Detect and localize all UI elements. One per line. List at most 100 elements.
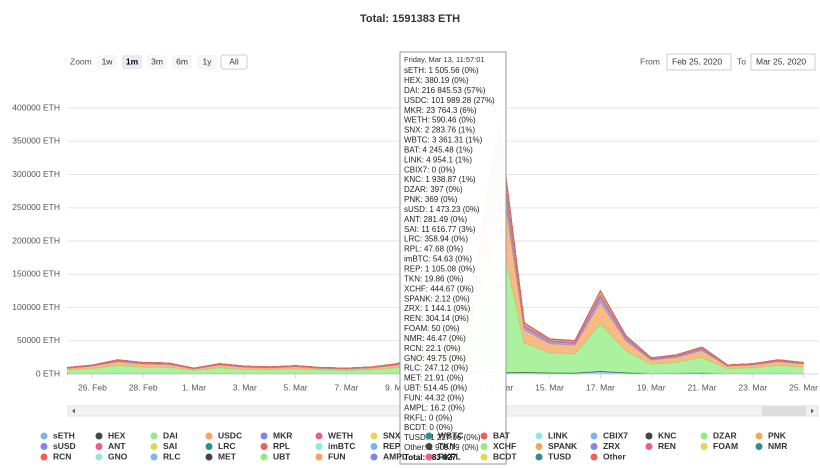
legend-label[interactable]: RKFL [438,451,461,461]
scroll-right[interactable] [811,408,814,414]
legend-label[interactable]: RLC [163,451,180,461]
legend-marker[interactable] [150,432,158,440]
legend-marker[interactable] [260,443,268,450]
legend-marker[interactable] [370,453,378,461]
legend-marker[interactable] [150,453,158,461]
legend-label[interactable]: FUN [328,451,345,461]
zoom-button-label[interactable]: 3m [151,56,163,66]
legend-marker[interactable] [260,453,268,461]
legend-marker[interactable] [425,443,433,450]
legend-label[interactable]: ANT [108,441,126,451]
legend-marker[interactable] [260,432,268,440]
legend-label[interactable]: sUSD [53,441,76,451]
to-value[interactable]: Mar 25, 2020 [756,56,806,66]
zoom-button[interactable] [147,55,167,69]
legend-label[interactable]: LRC [218,441,235,451]
zoom-button-label[interactable]: All [229,56,239,66]
legend-label[interactable]: WBTC [438,430,464,440]
legend-label[interactable]: BCDT [493,451,517,461]
legend-marker[interactable] [315,443,323,450]
legend-label[interactable]: MET [218,451,237,461]
zoom-button-label[interactable]: 1y [203,56,213,66]
legend-marker[interactable] [645,443,653,450]
legend-marker[interactable] [40,453,48,461]
zoom-button[interactable] [122,55,142,69]
zoom-button[interactable] [97,55,117,69]
legend-label[interactable]: TKN [438,441,455,451]
legend-marker[interactable] [370,443,378,450]
legend-marker[interactable] [700,443,708,450]
y-tick-label: 50000 ETH [17,335,60,345]
zoom-button-label[interactable]: 6m [176,56,188,66]
legend-marker[interactable] [95,432,103,440]
legend-marker[interactable] [645,432,653,440]
from-value[interactable]: Feb 25, 2020 [672,56,722,66]
legend-label[interactable]: CBIX7 [603,430,628,440]
tooltip-line: FUN: 44.32 (0%) [404,393,464,402]
legend-marker[interactable] [315,432,323,440]
legend-label[interactable]: NMR [768,441,787,451]
legend-label[interactable]: GNO [108,451,128,461]
legend-label[interactable]: BAT [493,430,511,440]
legend-marker[interactable] [755,443,763,450]
legend-label[interactable]: DZAR [713,430,737,440]
legend-marker[interactable] [700,432,708,440]
legend-label[interactable]: WETH [328,430,353,440]
scroll-left[interactable] [72,408,75,414]
legend-label[interactable]: ZRX [603,441,620,451]
legend-label[interactable]: AMPL [383,451,407,461]
legend-marker[interactable] [590,443,598,450]
legend-label[interactable]: TUSD [548,451,571,461]
from-input[interactable] [666,53,732,71]
legend-marker[interactable] [535,453,543,461]
legend-marker[interactable] [205,443,213,450]
legend-label[interactable]: UBT [273,451,291,461]
legend-marker[interactable] [40,432,48,440]
legend-marker[interactable] [315,453,323,461]
legend-label[interactable]: DAI [163,430,178,440]
legend-label[interactable]: KNC [658,430,676,440]
legend-label[interactable]: FOAM [713,441,738,451]
legend-label[interactable]: LINK [548,430,569,440]
legend-label[interactable]: Other [603,451,626,461]
scrollbar-thumb[interactable] [762,406,806,416]
legend-marker[interactable] [95,443,103,450]
legend-marker[interactable] [480,453,488,461]
legend-marker[interactable] [755,432,763,440]
legend-marker[interactable] [150,443,158,450]
legend-marker[interactable] [370,432,378,440]
legend-label[interactable]: sETH [53,430,75,440]
zoom-button[interactable] [197,55,217,69]
legend-marker[interactable] [535,432,543,440]
legend-label[interactable]: SPANK [548,441,578,451]
legend-label[interactable]: REP [383,441,401,451]
legend-label[interactable]: PNK [768,430,787,440]
legend-marker[interactable] [95,453,103,461]
legend-marker[interactable] [480,432,488,440]
legend-marker[interactable] [480,443,488,450]
legend-label[interactable]: imBTC [328,441,355,451]
zoom-button-label[interactable]: 1m [126,56,139,66]
legend-label[interactable]: REN [658,441,676,451]
legend-marker[interactable] [205,432,213,440]
zoom-button[interactable] [172,55,192,69]
to-input[interactable] [750,53,816,71]
legend-label[interactable]: HEX [108,430,126,440]
legend-label[interactable]: USDC [218,430,242,440]
legend-label[interactable]: SNX [383,430,401,440]
tooltip-line: DZAR: 397 (0%) [404,185,463,194]
legend-marker[interactable] [590,432,598,440]
legend-label[interactable]: XCHF [493,441,516,451]
legend-label[interactable]: MKR [273,430,292,440]
legend-marker[interactable] [535,443,543,450]
legend-marker[interactable] [590,453,598,461]
legend-marker[interactable] [205,453,213,461]
legend-label[interactable]: SAI [163,441,177,451]
zoom-button[interactable] [220,54,248,70]
legend-marker[interactable] [40,443,48,450]
legend-label[interactable]: RCN [53,451,71,461]
legend-marker[interactable] [425,432,433,440]
legend-marker[interactable] [425,453,433,461]
zoom-button-label[interactable]: 1w [102,56,114,66]
legend-label[interactable]: RPL [273,441,290,451]
